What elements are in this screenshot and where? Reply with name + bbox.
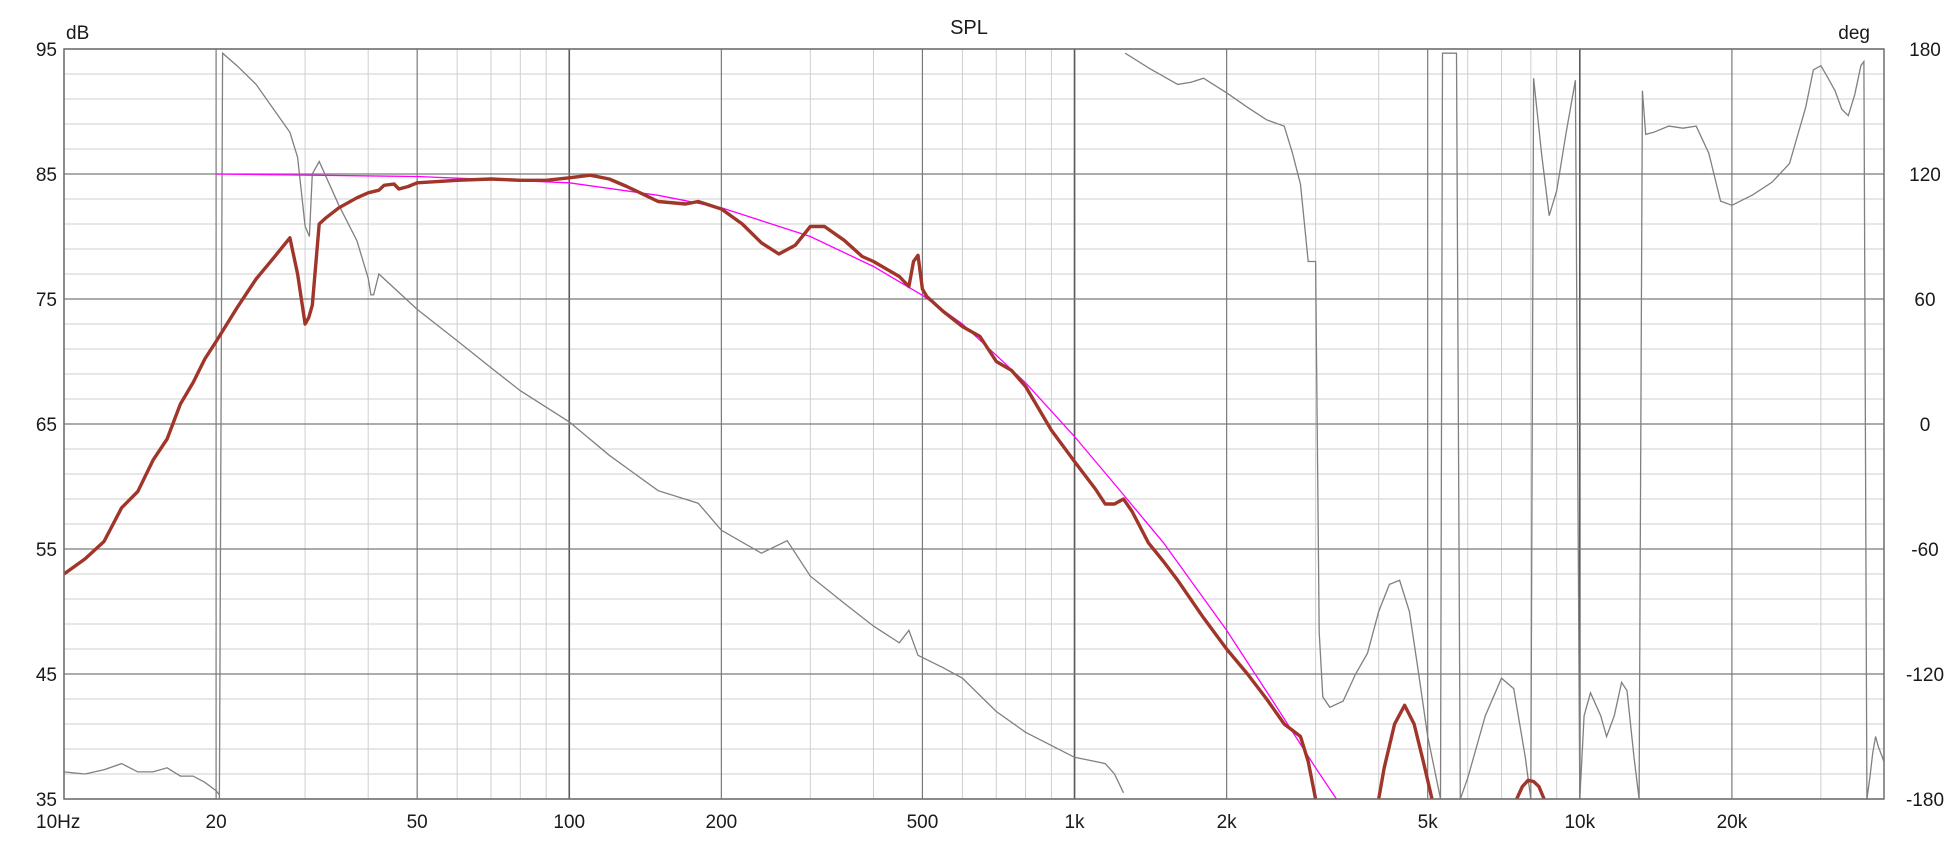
phase-curve-segment xyxy=(1579,680,1640,799)
phase-curve-segment xyxy=(1439,52,1461,799)
y-tick-label: 75 xyxy=(36,290,57,311)
x-tick-label: 200 xyxy=(706,812,738,833)
y-tick-label: 95 xyxy=(36,40,57,61)
y-left-unit: dB xyxy=(66,23,89,44)
y-tick-label: 65 xyxy=(36,415,57,436)
plot-frame xyxy=(63,48,1885,800)
x-tick-label: 500 xyxy=(907,812,939,833)
x-tick-label: 50 xyxy=(407,812,428,833)
x-tick-label: 10Hz xyxy=(36,812,80,833)
x-tick-label: 2k xyxy=(1217,812,1238,833)
y2-tick-label: -120 xyxy=(1906,665,1944,686)
phase-curve-segment xyxy=(1459,677,1532,799)
y2-tick-label: -60 xyxy=(1911,540,1938,561)
y2-tick-label: -180 xyxy=(1906,790,1944,811)
y2-tick-label: 180 xyxy=(1909,40,1941,61)
y-tick-label: 35 xyxy=(36,790,57,811)
x-tick-label: 10k xyxy=(1564,812,1595,833)
spl-curve xyxy=(1377,703,1434,799)
y-tick-label: 85 xyxy=(36,165,57,186)
y-right-unit: deg xyxy=(1838,23,1870,44)
phase-curve-segment xyxy=(1530,78,1581,799)
phase-curve-segment xyxy=(64,762,220,796)
y2-tick-label: 120 xyxy=(1909,165,1941,186)
series-group xyxy=(64,51,1884,799)
spl-curve xyxy=(1515,778,1546,799)
y-tick-label: 45 xyxy=(36,665,57,686)
y2-tick-label: 60 xyxy=(1914,290,1935,311)
phase-curve-segment xyxy=(1638,59,1868,799)
x-tick-label: 20k xyxy=(1717,812,1748,833)
x-tick-label: 5k xyxy=(1418,812,1439,833)
curves xyxy=(64,51,1884,799)
spl-curve xyxy=(64,173,1318,799)
y2-tick-label: 0 xyxy=(1920,415,1931,436)
phase-curve-segment xyxy=(1866,736,1884,799)
grid xyxy=(63,48,1884,800)
target-curve xyxy=(216,173,1338,799)
chart-title: SPL xyxy=(950,17,988,39)
x-tick-label: 100 xyxy=(553,812,585,833)
phase-curve-segment xyxy=(1124,52,1442,799)
x-tick-label: 20 xyxy=(206,812,227,833)
y-tick-label: 55 xyxy=(36,540,57,561)
x-tick-label: 1k xyxy=(1064,812,1085,833)
phase-curve-segment xyxy=(218,51,1125,799)
tick-labels: 10Hz 20 50 100 200 500 1k 2k 5k 10k 20k 95 85 75 65 55 4… xyxy=(36,40,1944,833)
